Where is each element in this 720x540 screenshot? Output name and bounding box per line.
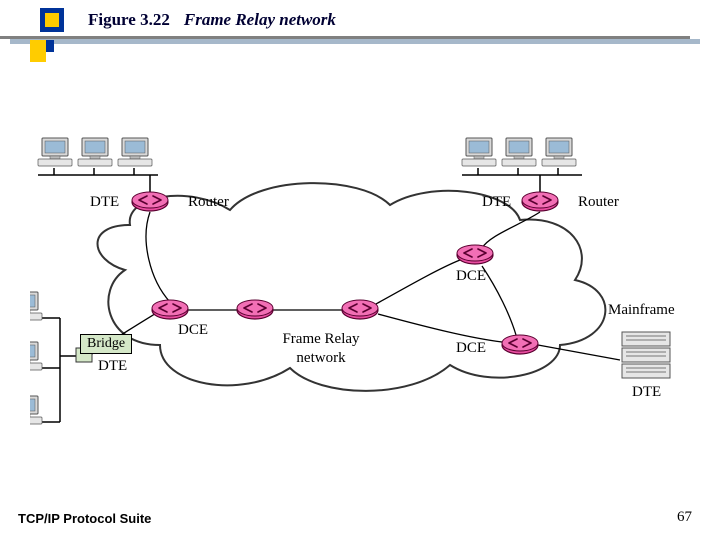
bridge-label: Bridge	[80, 334, 132, 354]
dce-3	[342, 300, 378, 319]
dce-label-5: DCE	[456, 340, 486, 357]
router-right	[522, 192, 558, 211]
mainframe-label: Mainframe	[608, 302, 675, 319]
figure-number: Figure 3.22	[88, 10, 170, 30]
dce-label-4: DCE	[456, 268, 486, 285]
cloud-caption: Frame Relaynetwork	[266, 330, 376, 368]
dte-label-bridge: DTE	[98, 358, 127, 375]
network-diagram: DTE Router DTE Router DCE DCE DCE Bridge…	[30, 120, 690, 460]
dce-1	[152, 300, 188, 319]
router-label-right: Router	[578, 194, 619, 211]
pc-group-2	[462, 138, 576, 166]
pc-group-left	[30, 292, 42, 424]
dte-label-mainframe: DTE	[632, 384, 661, 401]
pc-group-1	[38, 138, 152, 166]
dce-label-1: DCE	[178, 322, 208, 339]
figure-title: Frame Relay network	[184, 10, 336, 30]
header-rule-shadow	[10, 39, 700, 44]
dte-label-left: DTE	[90, 194, 119, 211]
figure-caption: Figure 3.22 Frame Relay network	[88, 10, 336, 30]
router-label-left: Router	[188, 194, 229, 211]
network-svg	[30, 120, 690, 460]
header-accent-icon	[30, 40, 70, 70]
mainframe-node	[622, 332, 670, 378]
router-left	[132, 192, 168, 211]
dce-2	[237, 300, 273, 319]
page-number: 67	[677, 509, 692, 526]
dce-4	[457, 245, 493, 264]
header-bullet-icon	[40, 8, 64, 32]
footer-title: TCP/IP Protocol Suite	[18, 511, 151, 526]
dte-label-right: DTE	[482, 194, 511, 211]
dce-5	[502, 335, 538, 354]
